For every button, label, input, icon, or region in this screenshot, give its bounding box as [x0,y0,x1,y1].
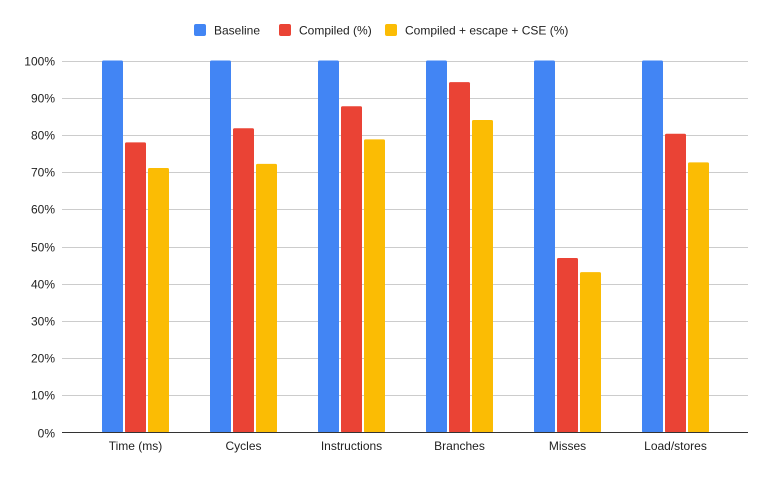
bar-compiled-cycles [233,128,254,433]
legend-item[interactable]: Baseline [194,24,260,38]
legend-label: Compiled (%) [299,24,372,38]
bar-baseline-time-ms [102,60,123,433]
gridlines [62,61,748,396]
legend: Baseline Compiled (%) Compiled + escape + … [194,24,568,38]
bar-baseline-instructions [318,60,339,433]
bar-baseline-load-stores [642,60,663,433]
x-axis-ticks: Time (ms) Cycles Instructions Branches Misse… [109,439,707,453]
y-tick-label: 100% [24,55,55,69]
y-tick-label: 0% [38,427,56,441]
bar-compiled-escape-cse-load-stores [688,162,709,433]
bar-baseline-misses [534,60,555,433]
x-tick-label: Load/stores [644,439,707,453]
x-tick-label: Instructions [321,439,382,453]
y-tick-label: 90% [31,92,55,106]
bar-baseline-branches [426,60,447,433]
y-tick-label: 50% [31,241,55,255]
legend-item[interactable]: Compiled (%) [279,24,372,38]
y-axis-ticks: 0% 10% 20% 30% 40% 50% 60% 70% 80% 90% 100% [24,55,55,441]
legend-item[interactable]: Compiled + escape + CSE (%) [385,24,568,38]
x-tick-label: Branches [434,439,485,453]
x-tick-label: Cycles [225,439,261,453]
bars [102,60,709,433]
bar-compiled-branches [449,82,470,433]
bar-compiled-escape-cse-time-ms [148,168,169,433]
legend-label: Baseline [214,24,260,38]
y-tick-label: 80% [31,129,55,143]
legend-swatch [279,24,291,36]
bar-compiled-escape-cse-misses [580,272,601,433]
y-tick-label: 70% [31,166,55,180]
bar-compiled-escape-cse-branches [472,120,493,433]
x-tick-label: Time (ms) [109,439,163,453]
bar-compiled-time-ms [125,142,146,433]
y-tick-label: 20% [31,352,55,366]
legend-swatch [194,24,206,36]
y-tick-label: 10% [31,389,55,403]
bar-compiled-escape-cse-cycles [256,163,277,433]
legend-label: Compiled + escape + CSE (%) [405,24,568,38]
y-tick-label: 30% [31,315,55,329]
bar-compiled-misses [557,258,578,433]
bar-compiled-escape-cse-instructions [364,139,385,433]
x-tick-label: Misses [549,439,586,453]
bar-compiled-load-stores [665,133,686,433]
legend-swatch [385,24,397,36]
y-tick-label: 40% [31,278,55,292]
bar-baseline-cycles [210,60,231,433]
y-tick-label: 60% [31,203,55,217]
bar-compiled-instructions [341,106,362,433]
